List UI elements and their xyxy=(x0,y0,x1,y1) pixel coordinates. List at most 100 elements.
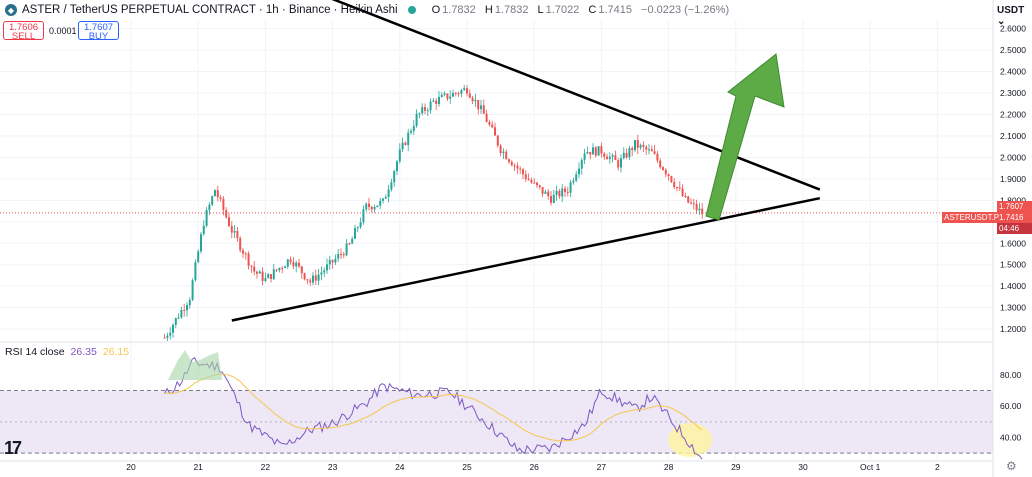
candle-body xyxy=(522,169,524,175)
candle-body xyxy=(449,96,452,99)
candle-body xyxy=(608,156,611,160)
candle-body xyxy=(177,317,180,319)
close-value: 1.7415 xyxy=(598,4,632,16)
price-tick-label: 2.0000 xyxy=(1000,152,1026,162)
trendline-lower xyxy=(231,196,821,322)
time-tick-label: 28 xyxy=(664,462,674,472)
candle-body xyxy=(468,93,471,98)
candle-body xyxy=(505,151,508,160)
candle-body xyxy=(424,107,426,111)
candle-body xyxy=(208,204,211,211)
candle-body xyxy=(480,105,482,110)
candle-body xyxy=(477,99,480,110)
high-value: 1.7832 xyxy=(494,4,529,16)
rsi-tick-label: 60.00 xyxy=(1000,401,1022,411)
spread-value: 0.0001 xyxy=(49,26,77,36)
candle-body xyxy=(222,198,225,211)
candle-body xyxy=(292,262,295,267)
currency-selector[interactable]: USDT ⌄ xyxy=(997,5,1032,27)
candle-body xyxy=(606,156,608,160)
price-tick-label: 1.4000 xyxy=(1000,281,1026,291)
candle-body xyxy=(317,274,320,281)
tradingview-logo-icon[interactable]: 17 xyxy=(4,438,22,458)
candle-body xyxy=(519,168,522,170)
candle-body xyxy=(482,105,485,114)
candle-body xyxy=(474,99,477,102)
candle-body xyxy=(298,262,300,267)
candle-body xyxy=(284,266,286,269)
candle-body xyxy=(561,188,564,197)
grid-lines xyxy=(0,20,993,461)
price-tick-label: 1.2000 xyxy=(1000,324,1026,334)
candle-body xyxy=(636,140,639,148)
gear-icon[interactable]: ⚙ xyxy=(1006,459,1017,473)
candle-body xyxy=(650,149,653,152)
candle-body xyxy=(572,180,575,183)
rsi-tick-label: 40.00 xyxy=(1000,432,1022,442)
candle-body xyxy=(603,153,606,157)
time-tick-label: 22 xyxy=(261,462,271,472)
time-tick-label: 25 xyxy=(462,462,472,472)
symbol-price-tag: ASTERUSDT.P xyxy=(942,212,1000,223)
candle-body xyxy=(662,167,664,170)
candle-body xyxy=(533,182,536,184)
buy-button[interactable]: 1.7607 BUY xyxy=(78,21,119,41)
candle-body xyxy=(600,146,603,154)
candle-body xyxy=(667,174,670,177)
time-tick-label: 29 xyxy=(731,462,741,472)
candle-body xyxy=(289,259,292,263)
candle-body xyxy=(320,272,323,275)
candle-body xyxy=(342,254,345,256)
sell-price: 1.7606 xyxy=(8,22,39,33)
candle-body xyxy=(617,160,620,168)
candle-body xyxy=(622,152,625,159)
candle-body xyxy=(690,202,692,204)
candle-body xyxy=(508,159,510,162)
candle-body xyxy=(701,208,704,215)
candle-body xyxy=(670,176,673,182)
candle-body xyxy=(250,265,253,267)
candle-body xyxy=(415,113,418,126)
candle-body xyxy=(418,113,421,115)
open-value: 1.7832 xyxy=(442,4,476,16)
candle-body xyxy=(326,264,328,271)
low-value: 1.7022 xyxy=(545,4,580,16)
candle-body xyxy=(228,217,230,227)
symbol-logo-icon[interactable]: ◆ xyxy=(5,4,17,16)
candle-body xyxy=(625,152,628,158)
candle-body xyxy=(328,259,331,265)
candle-body xyxy=(264,278,267,281)
candle-body xyxy=(502,151,505,154)
symbol-title[interactable]: ASTER / TetherUS PERPETUAL CONTRACT · 1h… xyxy=(22,4,398,16)
candle-body xyxy=(340,254,342,256)
candle-body xyxy=(586,151,589,154)
candle-body xyxy=(368,203,370,207)
candle-body xyxy=(370,206,373,210)
candle-body xyxy=(438,96,440,104)
rsi-legend[interactable]: RSI 14 close 26.35 26.15 xyxy=(5,346,129,358)
price-tick-label: 1.5000 xyxy=(1000,260,1026,270)
candle-body xyxy=(611,155,614,157)
time-tick-label: 30 xyxy=(798,462,808,472)
sell-button[interactable]: 1.7606 SELL xyxy=(3,21,44,41)
market-status-icon xyxy=(407,6,416,14)
candle-body xyxy=(183,309,186,311)
candle-body xyxy=(191,280,194,300)
low-label: L xyxy=(537,4,544,16)
price-tick-label: 2.1000 xyxy=(1000,131,1026,141)
candle-body xyxy=(564,188,566,192)
candle-body xyxy=(499,145,502,154)
candle-body xyxy=(356,227,359,229)
candle-body xyxy=(664,169,667,175)
candle-body xyxy=(452,92,454,97)
candle-body xyxy=(376,205,379,208)
candle-body xyxy=(214,190,216,197)
candle-body xyxy=(261,271,264,281)
candle-body xyxy=(314,275,317,281)
ask-price-tag: 1.7607 xyxy=(997,201,1032,212)
candle-body xyxy=(398,149,401,162)
currency-label: USDT xyxy=(997,5,1025,16)
candle-body xyxy=(387,189,390,197)
candle-body xyxy=(530,179,533,183)
